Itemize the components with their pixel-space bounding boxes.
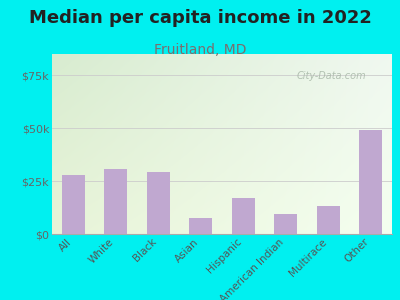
Bar (62, 175, 85, 234)
Text: City-Data.com: City-Data.com (297, 70, 366, 81)
Bar (146, 172, 170, 234)
Text: Median per capita income in 2022: Median per capita income in 2022 (28, 9, 372, 27)
Text: Fruitland, MD: Fruitland, MD (154, 44, 246, 58)
Bar (189, 218, 212, 234)
Bar (232, 198, 255, 234)
Bar (316, 206, 340, 234)
Bar (359, 130, 382, 234)
Bar (104, 169, 128, 234)
Bar (274, 214, 298, 234)
